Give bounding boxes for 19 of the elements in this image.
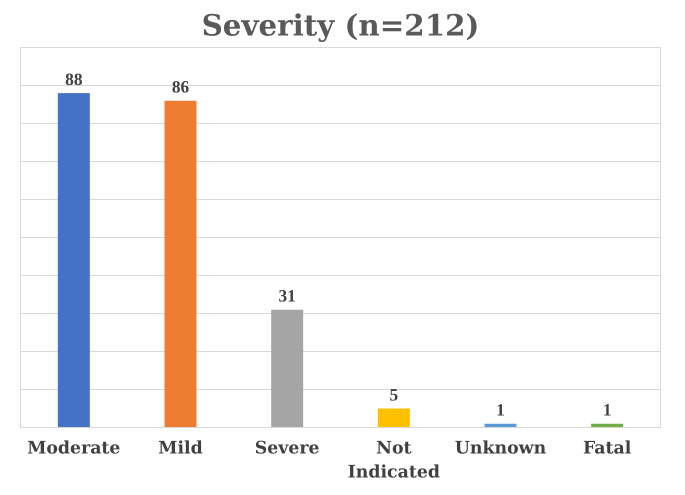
bar	[164, 100, 196, 428]
data-label: 5	[390, 386, 398, 404]
x-tick-label: Not Indicated	[348, 438, 440, 482]
chart-title: Severity (n=212)	[202, 8, 480, 42]
data-label: 88	[65, 70, 83, 90]
x-tick-label: Unknown	[454, 438, 547, 458]
bar	[591, 424, 624, 428]
x-tick-label: Severe	[254, 438, 320, 458]
bar	[484, 424, 516, 428]
bar	[378, 408, 410, 428]
data-label: 1	[496, 400, 505, 420]
data-label: 86	[172, 78, 190, 97]
data-label: 1	[602, 400, 612, 420]
bar	[271, 310, 304, 428]
x-tick-label: Moderate	[27, 438, 120, 458]
x-tick-label: Fatal	[582, 438, 632, 458]
data-label: 31	[278, 286, 296, 306]
x-tick-label: Mild	[158, 438, 203, 458]
bar	[58, 93, 90, 428]
